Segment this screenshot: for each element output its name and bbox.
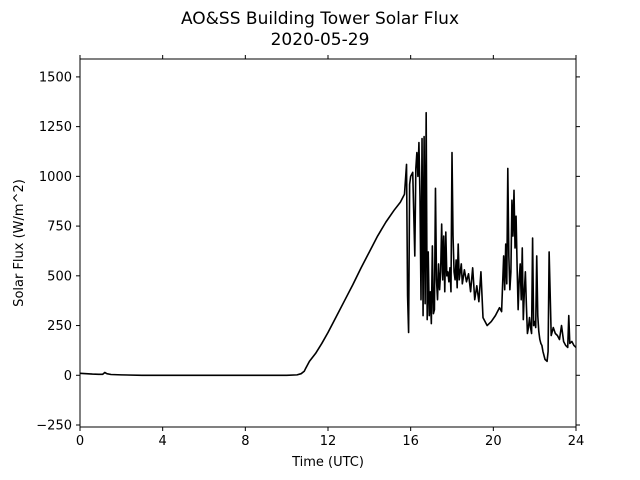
x-axis-label: Time (UTC) <box>291 455 364 470</box>
y-tick-label: 1250 <box>39 120 72 135</box>
y-axis: −250 0 250 500 750 1000 1250 1500 <box>36 70 580 434</box>
y-tick-label: 1000 <box>39 170 72 185</box>
chart-subtitle: 2020-05-29 <box>271 30 370 50</box>
y-tick-label: 250 <box>47 319 72 334</box>
y-axis-label: Solar Flux (W/m^2) <box>12 179 27 307</box>
x-axis: 0 4 8 12 16 20 24 <box>76 55 584 449</box>
y-tick-label: 1500 <box>39 70 72 85</box>
x-tick-label: 20 <box>485 434 502 449</box>
y-tick-label: 500 <box>47 269 72 284</box>
x-tick-label: 16 <box>402 434 419 449</box>
x-tick-label: 4 <box>159 434 167 449</box>
x-tick-label: 12 <box>320 434 337 449</box>
series-line <box>79 111 577 377</box>
x-tick-label: 8 <box>241 434 249 449</box>
chart-title: AO&SS Building Tower Solar Flux <box>181 9 459 29</box>
y-tick-label: 750 <box>47 220 72 235</box>
plot-area <box>79 58 577 428</box>
x-tick-label: 24 <box>568 434 585 449</box>
x-tick-label: 0 <box>76 434 84 449</box>
y-tick-label: 0 <box>64 369 72 384</box>
y-tick-label: −250 <box>36 419 72 434</box>
plot-frame <box>79 58 577 428</box>
